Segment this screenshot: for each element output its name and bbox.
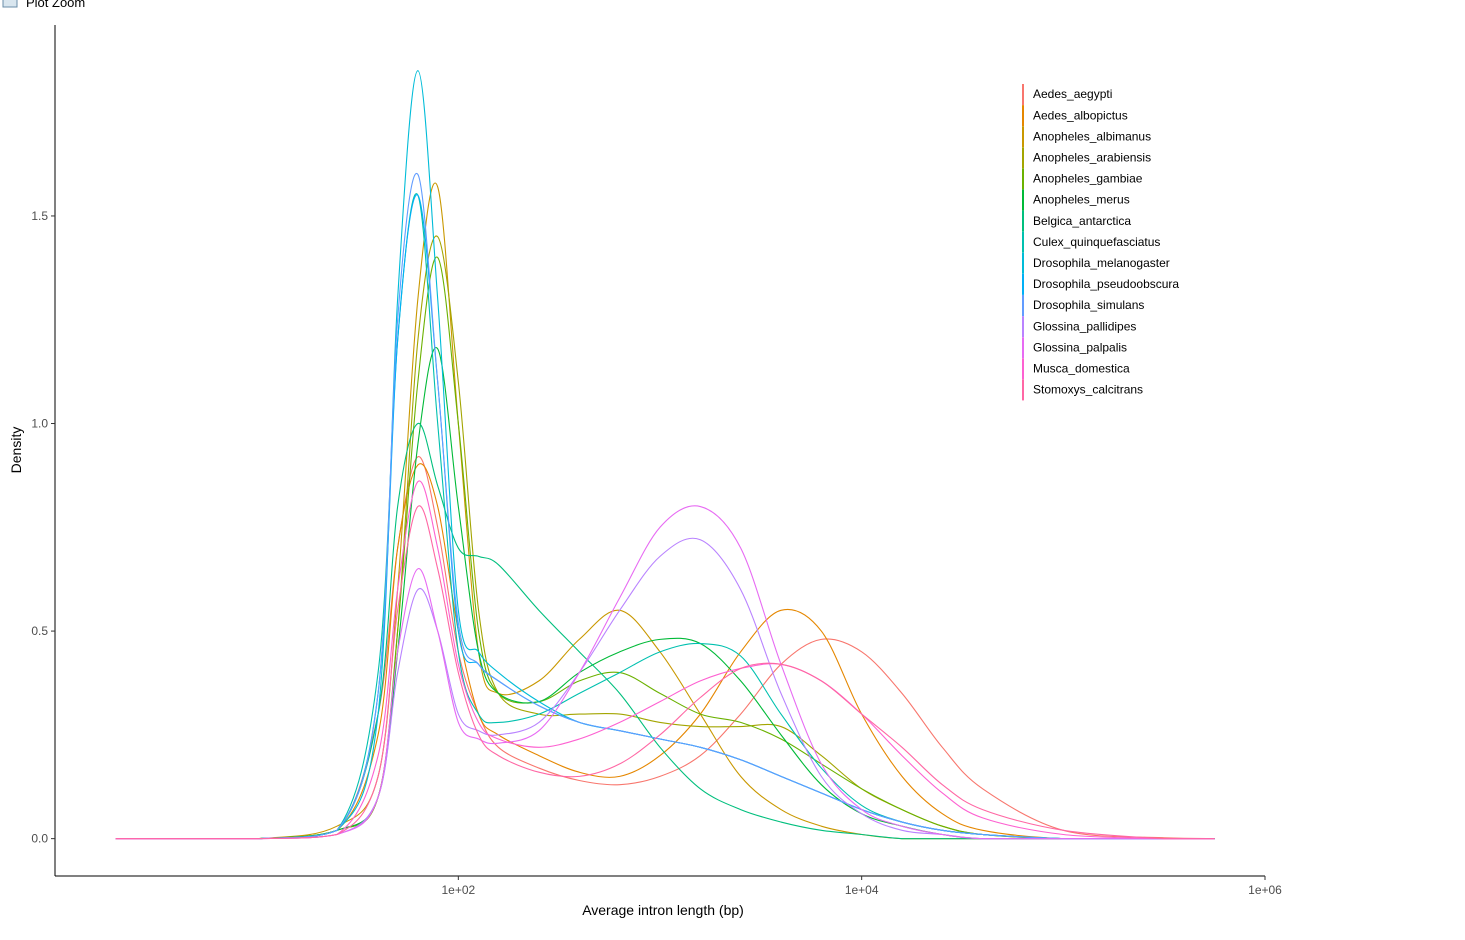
x-tick-label: 1e+04 xyxy=(845,883,879,897)
x-axis-label: Average intron length (bp) xyxy=(582,902,744,918)
legend-label: Drosophila_simulans xyxy=(1033,298,1144,312)
legend-label: Aedes_aegypti xyxy=(1033,87,1112,101)
legend-label: Stomoxys_calcitrans xyxy=(1033,383,1143,397)
density-curve xyxy=(115,480,1215,840)
legend-label: Glossina_pallidipes xyxy=(1033,319,1136,333)
density-curve xyxy=(115,505,1215,840)
density-curve xyxy=(115,537,1215,840)
legend-label: Aedes_albopictus xyxy=(1033,108,1128,122)
density-curve xyxy=(115,346,1215,840)
window-icon xyxy=(2,0,18,8)
window-title: Plot Zoom xyxy=(26,0,85,10)
y-tick-label: 1.5 xyxy=(31,209,48,223)
x-tick-label: 1e+06 xyxy=(1248,883,1282,897)
legend-label: Glossina_palpalis xyxy=(1033,340,1127,354)
legend-label: Anopheles_arabiensis xyxy=(1033,150,1151,164)
legend-label: Anopheles_albimanus xyxy=(1033,129,1151,143)
density-curve xyxy=(115,456,1215,840)
x-tick-label: 1e+02 xyxy=(441,883,475,897)
y-tick-label: 0.5 xyxy=(31,624,48,638)
legend-label: Musca_domestica xyxy=(1033,361,1130,375)
density-curve xyxy=(115,422,1215,840)
legend-label: Anopheles_merus xyxy=(1033,193,1130,207)
density-curve xyxy=(115,172,1215,840)
legend-label: Anopheles_gambiae xyxy=(1033,172,1143,186)
y-axis-label: Density xyxy=(8,427,24,474)
legend-label: Culex_quinquefasciatus xyxy=(1033,235,1160,249)
legend-label: Drosophila_melanogaster xyxy=(1033,256,1170,270)
y-tick-label: 1.0 xyxy=(31,417,48,431)
legend-label: Belgica_antarctica xyxy=(1033,214,1131,228)
density-curve xyxy=(115,194,1215,840)
legend-label: Drosophila_pseudoobscura xyxy=(1033,277,1179,291)
density-curve xyxy=(115,505,1215,840)
density-curve xyxy=(115,463,1215,840)
y-tick-label: 0.0 xyxy=(31,832,48,846)
